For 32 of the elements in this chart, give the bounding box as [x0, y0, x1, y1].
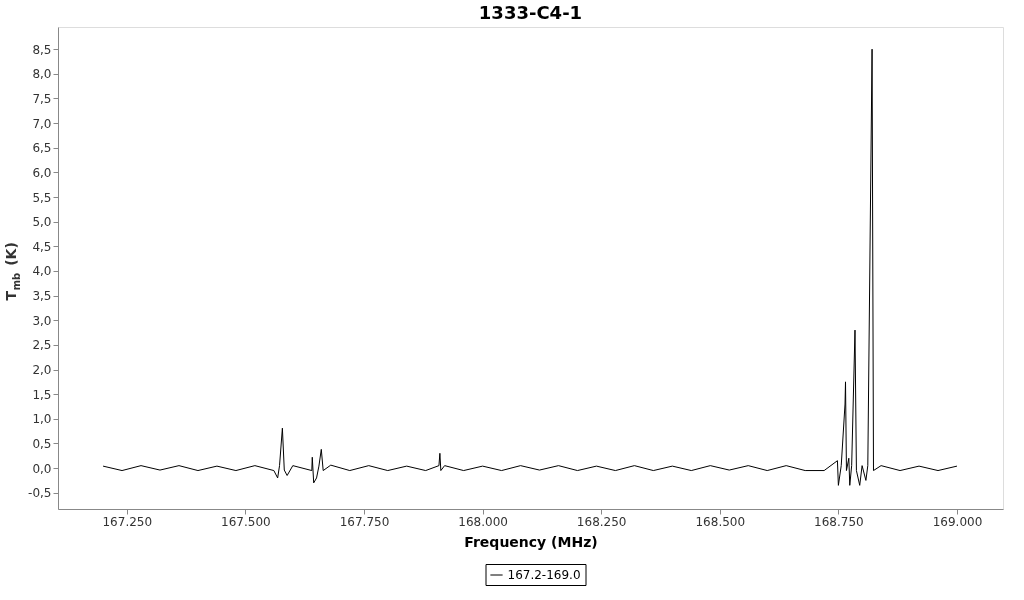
y-tick-label: 3,5	[32, 289, 52, 304]
line-series	[102, 48, 958, 486]
y-tick-label: 2,5	[32, 338, 52, 353]
y-tick-label: 6,5	[32, 141, 52, 156]
y-tick-label: 1,5	[32, 387, 52, 402]
y-tick-label: 7,0	[32, 116, 52, 131]
x-tick-label: 167.250	[102, 514, 153, 529]
y-tick-label: 5,0	[32, 215, 52, 230]
y-tick-label: 8,0	[32, 67, 52, 82]
y-tick-label: 3,0	[32, 313, 52, 328]
y-tick-label: 1,0	[32, 412, 52, 427]
y-tick-label: 6,0	[32, 165, 52, 180]
y-tick-label: 7,5	[32, 91, 52, 106]
x-axis-title: Frequency (MHz)	[464, 533, 598, 550]
y-tick-label: 5,5	[32, 190, 52, 205]
x-tick-label: 168.500	[695, 514, 746, 529]
y-tick-label: 2,0	[32, 363, 52, 378]
x-tick-label: 168.250	[576, 514, 627, 529]
y-tick-label: 8,5	[32, 42, 52, 57]
y-tick-label: 4,5	[32, 239, 52, 254]
y-axis-title: Tmb (K)	[3, 242, 22, 301]
legend-label: 167.2-169.0	[507, 568, 581, 582]
x-tick-label: 169.000	[932, 514, 983, 529]
x-tick-label: 167.750	[339, 514, 390, 529]
y-tick-label: -0,5	[28, 486, 52, 501]
x-tick-label: 167.500	[221, 514, 271, 529]
y-tick-label: 0,5	[32, 436, 52, 451]
y-tick-label: 0,0	[32, 461, 52, 476]
x-tick-label: 168.750	[814, 514, 864, 529]
chart-title: 1333-C4-1	[478, 2, 583, 23]
y-tick-label: 4,0	[32, 264, 52, 279]
x-tick-label: 168.000	[458, 514, 508, 529]
